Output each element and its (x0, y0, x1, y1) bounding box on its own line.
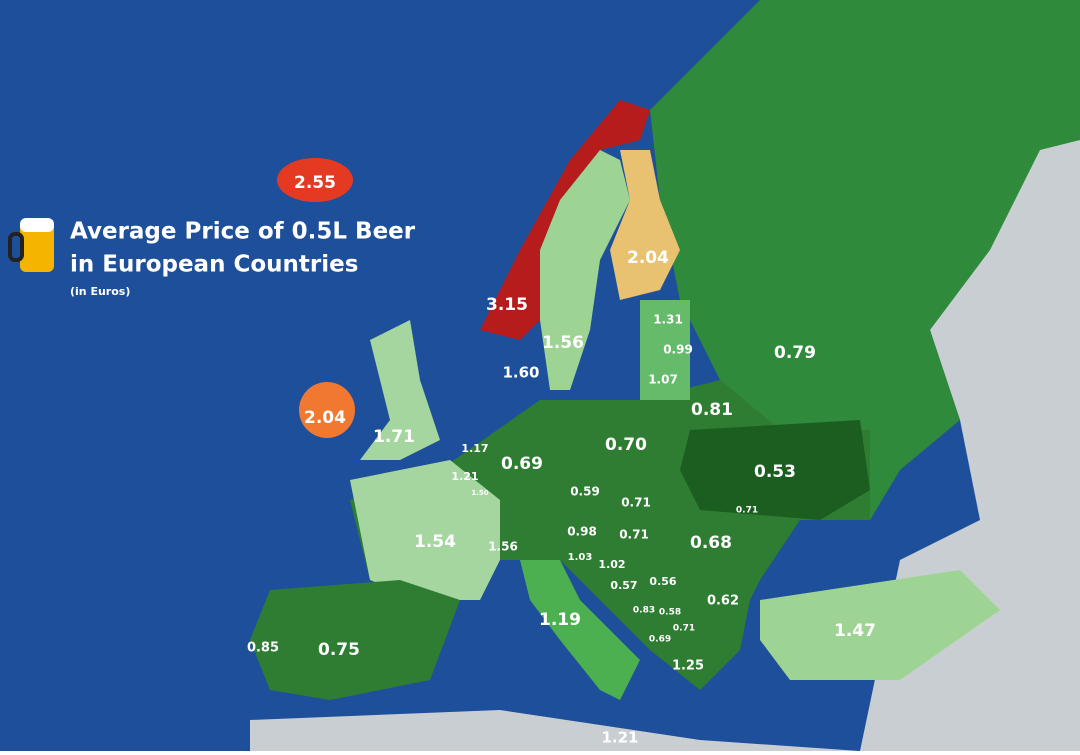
subtitle: (in Euros) (70, 285, 130, 298)
price-label: 0.69 (649, 635, 671, 645)
price-label: 1.31 (653, 313, 683, 327)
price-label: 0.69 (501, 454, 543, 474)
price-label: 0.71 (619, 528, 649, 542)
price-label: 1.03 (568, 552, 593, 563)
price-label: 0.81 (691, 400, 733, 420)
iberia (250, 580, 460, 700)
ukraine (680, 420, 870, 520)
price-label: 0.71 (621, 496, 651, 510)
ireland (299, 382, 355, 438)
title: in European Countries (70, 252, 358, 278)
price-label: 0.79 (774, 343, 816, 363)
price-label: 1.56 (488, 540, 518, 554)
price-label: 0.71 (673, 624, 695, 634)
russia (650, 0, 1080, 520)
price-label: 1.21 (451, 470, 478, 483)
price-label: 1.71 (373, 427, 415, 447)
price-label: 1.47 (834, 621, 876, 641)
turkey (760, 570, 1000, 680)
price-label: 0.99 (663, 343, 693, 357)
price-label: 2.04 (627, 248, 669, 268)
price-label: 3.15 (486, 295, 528, 315)
price-label: 1.50 (471, 489, 488, 497)
price-label: 1.02 (598, 558, 625, 571)
price-label: 0.57 (610, 579, 637, 592)
price-label: 1.17 (461, 442, 488, 455)
italy (520, 560, 640, 700)
price-label: 1.07 (648, 373, 678, 387)
price-label: 1.21 (601, 729, 638, 747)
price-label: 0.70 (605, 435, 647, 455)
britain (360, 320, 440, 460)
price-label: 1.60 (502, 364, 539, 382)
price-label: 0.56 (649, 575, 676, 588)
price-label: 1.25 (672, 659, 704, 674)
price-label: 0.75 (318, 640, 360, 660)
sweden (540, 150, 630, 390)
price-label: 2.04 (304, 408, 346, 428)
beer-icon (8, 218, 54, 272)
land-south (250, 710, 860, 751)
iceland (277, 158, 353, 202)
price-label: 0.83 (633, 606, 655, 616)
price-label: 1.54 (414, 532, 456, 552)
france (350, 460, 500, 600)
price-label: 0.58 (659, 608, 681, 618)
finland (610, 150, 680, 300)
price-label: 0.53 (754, 462, 796, 482)
price-label: 1.19 (539, 610, 581, 630)
price-label: 1.56 (542, 333, 584, 353)
price-label: 0.62 (707, 594, 739, 609)
price-label: 0.59 (570, 485, 600, 499)
price-label: 2.55 (294, 173, 336, 193)
baltics (640, 300, 690, 400)
price-label: 0.71 (736, 506, 758, 516)
price-label: 0.68 (690, 533, 732, 553)
price-label: 0.85 (247, 641, 279, 656)
norway (480, 100, 650, 340)
title: Average Price of 0.5L Beer (70, 219, 416, 245)
price-label: 0.98 (567, 525, 597, 539)
